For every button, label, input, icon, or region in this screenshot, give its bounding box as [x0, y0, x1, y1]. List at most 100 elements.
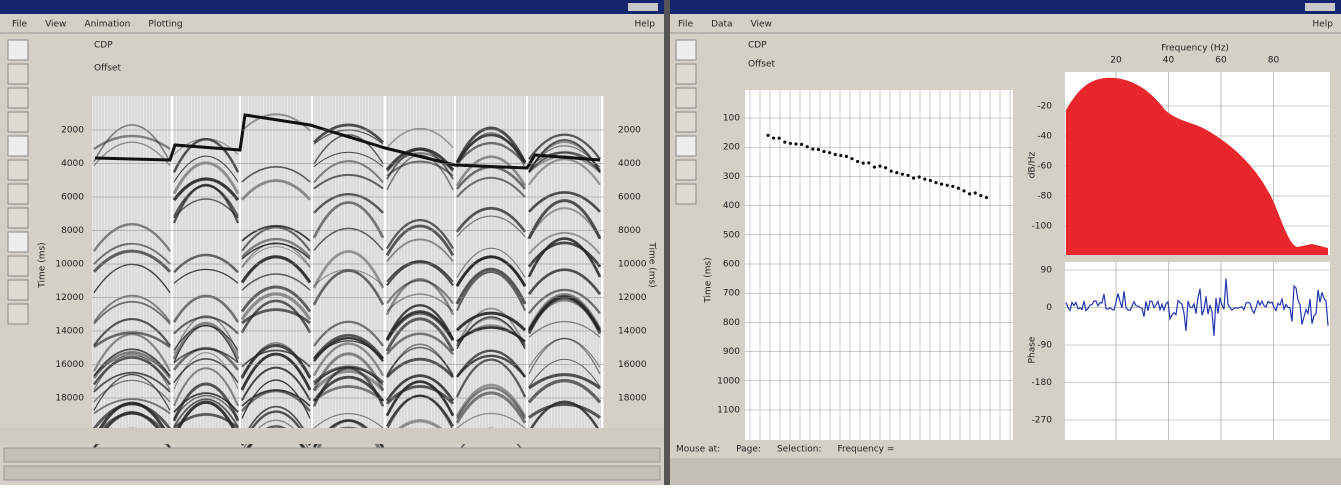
menu-help[interactable]: Help [634, 20, 655, 30]
pick [962, 189, 965, 192]
y-tick-label: 14000 [55, 327, 84, 337]
y-tick-label: 12000 [618, 293, 647, 303]
axis-label: Time (ms) [38, 242, 48, 288]
tool-button[interactable] [8, 256, 28, 276]
pick [918, 175, 921, 178]
tool-button[interactable] [8, 88, 28, 108]
status-text: Selection: [777, 445, 822, 455]
y-tick-label: -20 [1037, 102, 1052, 112]
menu-item[interactable]: View [45, 20, 66, 30]
pick [794, 142, 797, 145]
pick [789, 142, 792, 145]
tool-button[interactable] [8, 208, 28, 228]
y-tick-label: 800 [723, 318, 740, 328]
pick [929, 179, 932, 182]
y-tick-label: 4000 [61, 159, 84, 169]
pick [979, 194, 982, 197]
y-tick-label: -270 [1032, 416, 1053, 426]
tool-button[interactable] [8, 280, 28, 300]
pick [839, 154, 842, 157]
pick [845, 155, 848, 158]
menu-help[interactable]: Help [1312, 20, 1333, 30]
status-panel [4, 466, 660, 480]
pick [806, 145, 809, 148]
tool-button[interactable] [8, 160, 28, 180]
tool-button[interactable] [8, 136, 28, 156]
phase-plot [1065, 262, 1330, 440]
tool-button[interactable] [8, 232, 28, 252]
pick [884, 166, 887, 169]
status-panel [670, 458, 1341, 485]
tool-button[interactable] [8, 304, 28, 324]
y-tick-label: -180 [1032, 378, 1053, 388]
pick [946, 184, 949, 187]
pick [856, 160, 859, 163]
x-tick-label: 80 [1268, 56, 1280, 66]
tool-button[interactable] [676, 40, 696, 60]
pick [957, 187, 960, 190]
tool-button[interactable] [8, 112, 28, 132]
y-tick-label: 100 [723, 114, 740, 124]
pick [778, 137, 781, 140]
tool-button[interactable] [676, 64, 696, 84]
y-tick-label: -100 [1032, 222, 1053, 232]
y-tick-label: 10000 [55, 260, 84, 270]
tool-button[interactable] [676, 160, 696, 180]
pick [901, 173, 904, 176]
tool-button[interactable] [676, 88, 696, 108]
header-label: Offset [94, 64, 122, 74]
tool-button[interactable] [676, 136, 696, 156]
window-buttons[interactable] [1305, 3, 1335, 11]
status-bar [0, 428, 664, 444]
pick [828, 151, 831, 154]
pick [811, 148, 814, 151]
title-bar [0, 0, 664, 14]
menu-item[interactable]: Plotting [148, 20, 182, 30]
axis-label: Time (ms) [704, 257, 714, 303]
y-tick-label: -60 [1037, 162, 1052, 172]
pick [923, 178, 926, 181]
pick [974, 191, 977, 194]
y-tick-label: -80 [1037, 192, 1052, 202]
axis-label: Frequency (Hz) [1161, 44, 1229, 54]
tool-button[interactable] [8, 64, 28, 84]
y-tick-label: -90 [1037, 341, 1052, 351]
window-buttons[interactable] [628, 3, 658, 11]
tool-button[interactable] [676, 184, 696, 204]
y-tick-label: 700 [723, 289, 740, 299]
menu-item[interactable]: View [751, 20, 772, 30]
tool-button[interactable] [8, 40, 28, 60]
pick [890, 170, 893, 173]
y-tick-label: 6000 [618, 193, 641, 203]
axis-label: Time (ms) [647, 241, 657, 287]
tool-button[interactable] [8, 184, 28, 204]
pick [951, 185, 954, 188]
pick [783, 141, 786, 144]
pick [985, 196, 988, 199]
title-bar [670, 0, 1341, 14]
screen: File View Animation Plotting Help File Data Vie… [0, 0, 1341, 485]
y-tick-label: 6000 [61, 193, 84, 203]
status-text: Page: [736, 445, 761, 455]
menu-item[interactable]: Data [711, 20, 733, 30]
pick [912, 176, 915, 179]
menu-item[interactable]: Animation [84, 20, 130, 30]
y-tick-label: 200 [723, 143, 740, 153]
y-tick-label: 8000 [618, 226, 641, 236]
pick [873, 166, 876, 169]
pick [906, 174, 909, 177]
tool-button[interactable] [676, 112, 696, 132]
y-tick-label: 8000 [61, 226, 84, 236]
y-tick-label: 16000 [618, 360, 647, 370]
menu-item[interactable]: File [12, 20, 28, 30]
y-tick-label: 2000 [61, 126, 84, 136]
menu-item[interactable]: File [678, 20, 694, 30]
x-tick-label: 40 [1163, 56, 1175, 66]
pick [766, 134, 769, 137]
y-tick-label: 0 [1046, 303, 1052, 313]
y-tick-label: 14000 [618, 327, 647, 337]
y-tick-label: 2000 [618, 126, 641, 136]
y-tick-label: 90 [1041, 266, 1053, 276]
pick [940, 182, 943, 185]
x-tick-label: 60 [1215, 56, 1227, 66]
